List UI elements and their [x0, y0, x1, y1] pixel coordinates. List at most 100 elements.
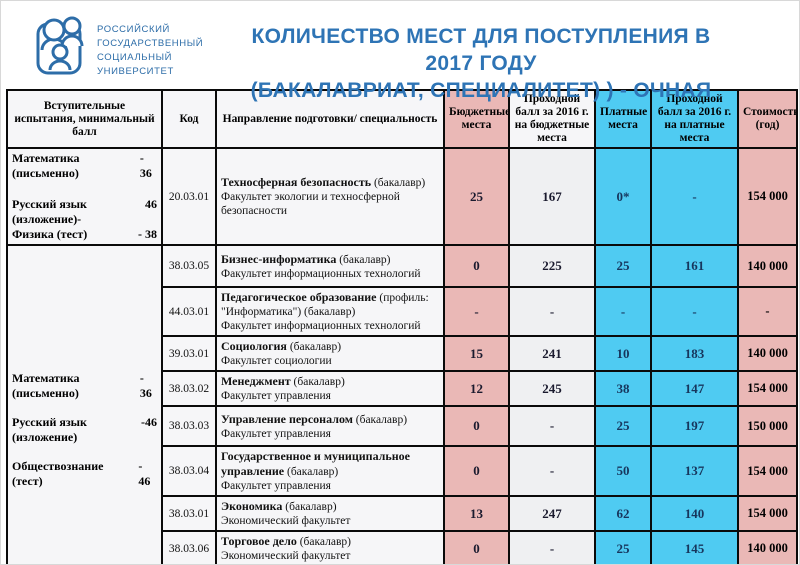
cell-budget-places: 13 [443, 495, 510, 532]
exam-group-social: Математика (письменно) - 36 Русский язык … [6, 244, 163, 564]
exam-subject: Русский язык (изложение)- [12, 197, 87, 226]
cell-paid-score: 140 [650, 495, 739, 532]
program-faculty: Факультет информационных технологий [221, 267, 421, 280]
cell-budget-score: 245 [508, 370, 596, 407]
cell-budget-score: 225 [508, 244, 596, 288]
cell-paid-score: - [650, 147, 739, 246]
table-row: 44.03.01 Педагогическое образование (про… [7, 286, 798, 337]
cell-cost: 140 000 [737, 530, 798, 564]
cell-budget-score: - [508, 405, 596, 447]
logo-line: СОЦИАЛЬНЫЙ [97, 52, 173, 63]
cell-paid-places: - [594, 286, 652, 337]
program-name: Менеджмент [221, 374, 291, 388]
program-note: (бакалавр) [371, 177, 426, 189]
cell-paid-places: 10 [594, 335, 652, 372]
exam-score: - 36 [139, 151, 152, 180]
program-name: Социология [221, 339, 287, 353]
cell-paid-places: 38 [594, 370, 652, 407]
table-row: 38.03.04 Государственное и муниципальное… [7, 445, 798, 497]
program-name: Государственное и муниципальное управлен… [221, 449, 410, 478]
cell-budget-places: 0 [443, 244, 510, 288]
exam-subject: Физика (тест) [12, 227, 88, 241]
cell-cost: 150 000 [737, 405, 798, 447]
exam-group-physics: Математика (письменно) - 36 Русский язык … [6, 147, 163, 246]
cell-budget-score: - [508, 286, 596, 337]
exam-score: 46 [145, 197, 157, 211]
program-name: Бизнес-информатика [221, 251, 337, 266]
cell-paid-places: 25 [594, 244, 652, 288]
program-note: (бакалавр) [290, 376, 345, 388]
cell-budget-score: - [508, 530, 596, 564]
title-line-2: 2017 ГОДУ [425, 52, 537, 75]
program-note: (профиль: "Информатика") (бакалавр) [221, 292, 429, 318]
cell-code: 44.03.01 [161, 286, 217, 337]
program-note: (бакалавр) [286, 341, 342, 353]
program-faculty: Экономический факультет [221, 550, 351, 562]
cell-code: 38.03.06 [161, 530, 217, 564]
exam-score: - 36 [139, 371, 152, 400]
logo-line: ГОСУДАРСТВЕННЫЙ [97, 38, 204, 49]
program-name: Управление персоналом [221, 411, 353, 426]
header-paid-places: Платные места [594, 89, 652, 149]
program-faculty: Факультет экологии и техносферной безопа… [221, 191, 400, 217]
cell-code: 20.03.01 [161, 147, 217, 246]
exam-score: - 38 [138, 227, 157, 241]
cell-program: Торговое дело (бакалавр) Экономический ф… [215, 530, 445, 564]
cell-program: Социология (бакалавр) Факультет социолог… [215, 335, 445, 372]
cell-cost: 154 000 [737, 495, 798, 532]
cell-budget-places: 12 [443, 370, 510, 407]
program-faculty: Факультет информационных технологий [221, 320, 421, 332]
table-row: Математика (письменно) - 36 Русский язык … [6, 147, 798, 246]
cell-budget-places: 0 [443, 405, 510, 447]
program-faculty: Факультет социологии [221, 355, 332, 367]
cell-code: 38.03.01 [161, 495, 217, 532]
cell-budget-score: 167 [508, 147, 596, 246]
cell-cost: 140 000 [737, 335, 798, 372]
cell-code: 38.03.02 [161, 370, 217, 407]
cell-paid-places: 0* [594, 147, 652, 246]
cell-cost: 154 000 [737, 370, 798, 407]
header-row: Вступительные испытания, минимальный бал… [6, 89, 798, 149]
program-name: Торговое дело [221, 534, 297, 548]
admissions-table: Вступительные испытания, минимальный бал… [6, 89, 798, 564]
cell-paid-score: 161 [650, 244, 739, 288]
cell-budget-places: 0 [443, 530, 510, 564]
program-name: Техносферная безопасность [221, 175, 372, 189]
exam-subject: Русский язык (изложение) [12, 415, 87, 444]
program-note: (бакалавр) [336, 253, 391, 266]
header-code: Код [161, 89, 217, 149]
university-logo: РОССИЙСКИЙ ГОСУДАРСТВЕННЫЙ СОЦИАЛЬНЫЙ УН… [35, 14, 203, 81]
exam-subject: Обществознание (тест) [12, 459, 104, 488]
cell-program: Бизнес-информатика (бакалавр) Факультет … [215, 244, 445, 288]
university-name: РОССИЙСКИЙ ГОСУДАРСТВЕННЫЙ СОЦИАЛЬНЫЙ УН… [97, 14, 203, 79]
program-faculty: Факультет управления [221, 480, 331, 492]
page-title: КОЛИЧЕСТВО МЕСТ ДЛЯ ПОСТУПЛЕНИЯ В 2017 Г… [169, 23, 793, 104]
cell-cost: 154 000 [737, 445, 798, 497]
cell-paid-places: 25 [594, 405, 652, 447]
cell-paid-places: 50 [594, 445, 652, 497]
cell-program: Техносферная безопасность (бакалавр) Фак… [215, 147, 445, 246]
logo-line: РОССИЙСКИЙ [97, 24, 170, 35]
cell-budget-score: 241 [508, 335, 596, 372]
cell-code: 38.03.05 [161, 244, 217, 288]
table-row: 38.03.01 Экономика (бакалавр) Экономичес… [7, 495, 798, 532]
table-row: Математика (письменно) - 36 Русский язык … [6, 244, 798, 564]
table-row: 39.03.01 Социология (бакалавр) Факультет… [7, 335, 798, 372]
cell-paid-score: - [650, 286, 739, 337]
program-note: (бакалавр) [282, 501, 337, 513]
table-row: 38.03.06 Торговое дело (бакалавр) Эконом… [7, 530, 798, 564]
title-line-3: (БАКАЛАВРИАТ, СПЕЦИАЛИТЕТ) ) - ОЧНАЯ [250, 79, 712, 102]
cell-paid-score: 197 [650, 405, 739, 447]
cell-budget-places: 15 [443, 335, 510, 372]
header-program: Направление подготовки/ специальность [215, 89, 445, 149]
cell-cost: - [737, 286, 798, 337]
cell-budget-places: 0 [443, 445, 510, 497]
header-paid-score: Проходной балл за 2016 г. на платные мес… [650, 89, 739, 149]
program-note: (бакалавр) [296, 536, 351, 548]
cell-code: 38.03.03 [161, 405, 217, 447]
cell-program: Государственное и муниципальное управлен… [215, 445, 445, 497]
program-name: Экономика [221, 499, 283, 513]
cell-paid-score: 147 [650, 370, 739, 407]
title-line-1: КОЛИЧЕСТВО МЕСТ ДЛЯ ПОСТУПЛЕНИЯ В [251, 25, 711, 48]
